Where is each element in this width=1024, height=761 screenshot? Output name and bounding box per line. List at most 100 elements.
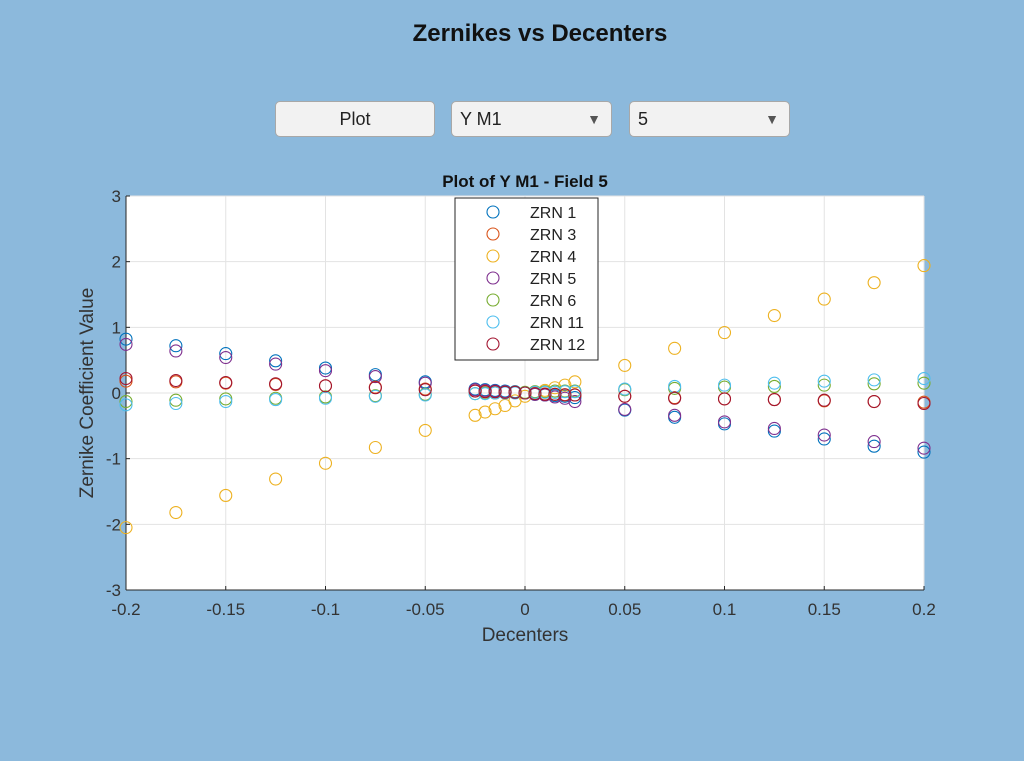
- data-point: [717, 392, 732, 406]
- data-point: [917, 441, 931, 455]
- data-point: [488, 385, 502, 399]
- data-point: [568, 385, 582, 399]
- legend-marker: [486, 249, 500, 263]
- data-point: [219, 394, 233, 409]
- data-point: [867, 435, 881, 449]
- legend-label: ZRN 6: [530, 293, 576, 310]
- data-point: [817, 374, 831, 388]
- legend-marker: [486, 271, 500, 285]
- data-point: [568, 375, 582, 389]
- data-point: [368, 389, 382, 403]
- data-point: [767, 308, 781, 323]
- data-point: [169, 339, 183, 353]
- data-point: [817, 393, 831, 407]
- data-point: [618, 358, 632, 372]
- data-point: [269, 357, 283, 371]
- data-point: [817, 378, 831, 392]
- data-point: [767, 393, 781, 407]
- data-point: [917, 259, 931, 273]
- data-point: [119, 332, 133, 346]
- x-tick-label: 0.2: [912, 600, 936, 619]
- legend-marker: [486, 205, 500, 219]
- legend-box: [454, 197, 599, 361]
- x-tick-label: 0: [520, 600, 529, 619]
- field-dropdown-value: 5: [638, 109, 649, 129]
- data-point: [558, 385, 572, 399]
- data-point: [478, 405, 492, 419]
- data-point: [668, 408, 682, 422]
- data-point: [917, 376, 931, 390]
- data-point: [867, 373, 881, 387]
- y-tick-label: 2: [112, 253, 121, 272]
- legend-marker: [486, 293, 500, 307]
- variable-dropdown-value: Y M1: [460, 109, 502, 129]
- variable-dropdown[interactable]: Y M1 ▼: [451, 101, 612, 137]
- data-point: [468, 408, 482, 422]
- y-tick-label: 3: [112, 187, 121, 206]
- data-point: [867, 394, 881, 409]
- data-point: [717, 326, 732, 340]
- data-point: [917, 445, 931, 459]
- y-tick-label: 1: [112, 318, 121, 337]
- data-point: [119, 337, 133, 351]
- data-point: [618, 389, 632, 403]
- data-point: [119, 394, 133, 409]
- data-point: [508, 385, 522, 399]
- data-point: [169, 373, 183, 388]
- data-point: [418, 383, 432, 397]
- data-point: [269, 472, 283, 486]
- data-point: [119, 398, 133, 412]
- chevron-down-icon: ▼: [765, 111, 779, 127]
- data-point: [867, 377, 881, 391]
- data-point: [717, 378, 732, 392]
- data-point: [568, 394, 582, 409]
- legend-label: ZRN 5: [530, 271, 576, 288]
- data-point: [269, 354, 283, 368]
- data-point: [368, 440, 382, 455]
- field-dropdown[interactable]: 5 ▼: [629, 101, 790, 137]
- chart-title: Plot of Y M1 - Field 5: [442, 172, 608, 191]
- data-point: [568, 388, 582, 402]
- x-tick-label: 0.05: [608, 600, 641, 619]
- data-point: [169, 505, 183, 520]
- x-tick-label: 0.15: [808, 600, 841, 619]
- data-point: [917, 372, 931, 386]
- data-point: [119, 372, 133, 386]
- data-point: [269, 377, 283, 391]
- data-point: [169, 396, 183, 411]
- app-title: Zernikes vs Decenters: [412, 20, 668, 47]
- x-axis-label: Decenters: [482, 625, 569, 646]
- data-point: [618, 402, 632, 416]
- legend-label: ZRN 12: [530, 337, 585, 354]
- data-point: [368, 381, 382, 395]
- y-tick-label: 0: [112, 384, 121, 403]
- legend-label: ZRN 11: [530, 315, 584, 332]
- data-point: [558, 388, 572, 402]
- data-point: [817, 292, 831, 306]
- data-point: [219, 488, 233, 502]
- data-point: [169, 393, 183, 407]
- data-point: [169, 344, 183, 358]
- data-point: [318, 379, 333, 393]
- data-point: [917, 396, 931, 411]
- legend-label: ZRN 4: [530, 249, 576, 266]
- plot-button[interactable]: Plot: [275, 101, 435, 137]
- data-point: [468, 384, 482, 398]
- data-point: [668, 391, 682, 405]
- data-point: [817, 428, 831, 442]
- data-point: [318, 456, 333, 470]
- data-point: [269, 393, 283, 407]
- data-point: [548, 387, 562, 401]
- data-point: [219, 347, 233, 361]
- data-point: [668, 341, 682, 355]
- data-point: [767, 376, 781, 390]
- x-tick-label: 0.1: [713, 600, 737, 619]
- data-point: [618, 382, 632, 396]
- legend-marker: [486, 315, 500, 329]
- y-tick-label: -1: [106, 450, 121, 469]
- legend-marker: [486, 227, 500, 241]
- data-point: [119, 521, 133, 535]
- data-point: [318, 364, 333, 378]
- data-point: [418, 423, 432, 437]
